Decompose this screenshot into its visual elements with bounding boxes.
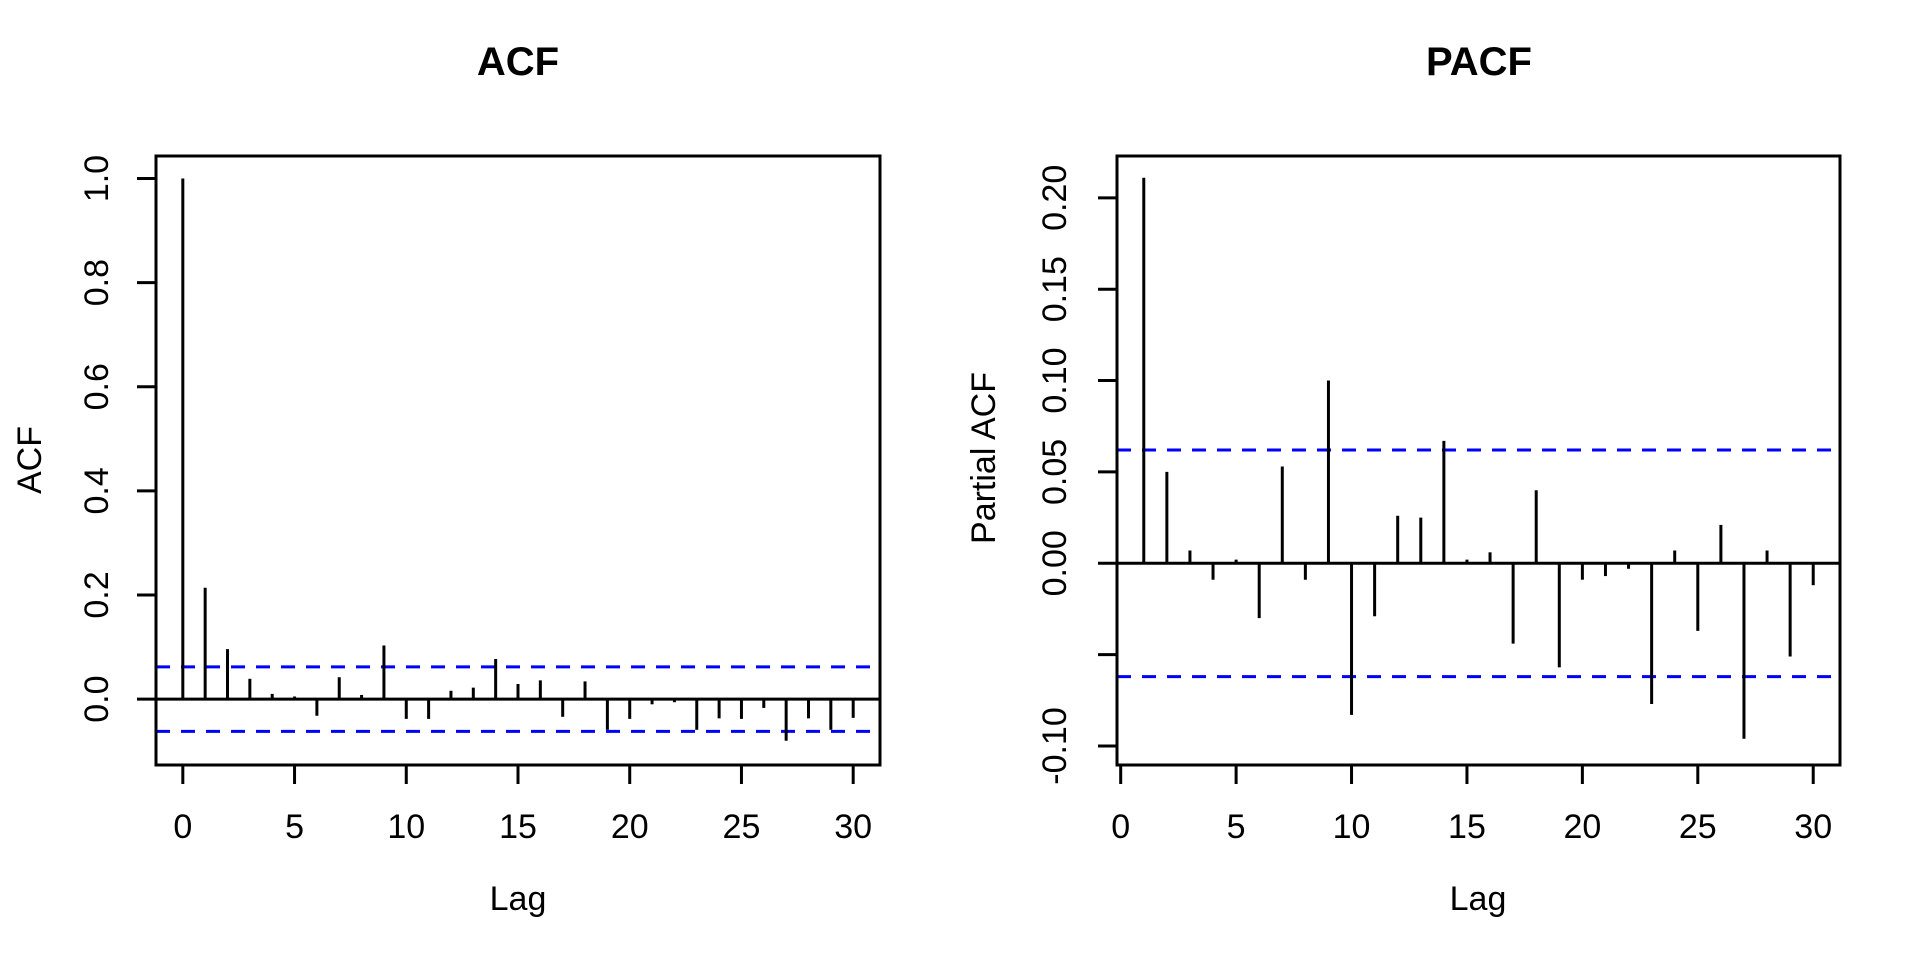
y-tick-label: 0.05	[1036, 439, 1074, 505]
y-tick-label: 0.00	[1036, 530, 1074, 596]
y-tick-label: 0.2	[78, 571, 116, 618]
x-tick-label: 20	[611, 808, 649, 846]
y-tick-label: 1.0	[78, 155, 116, 202]
x-tick-label: 30	[1794, 808, 1832, 846]
y-tick-label: 0.15	[1036, 256, 1074, 322]
x-tick-label: 25	[723, 808, 761, 846]
y-tick-label: 0.0	[78, 675, 116, 722]
acf-x-axis-label: Lag	[489, 880, 547, 918]
x-tick-label: 0	[173, 808, 192, 846]
y-tick-label: 0.10	[1036, 347, 1074, 413]
y-tick-label: 0.20	[1036, 165, 1074, 231]
pacf-x-axis-label: Lag	[1449, 880, 1507, 918]
y-tick-label: 0.6	[78, 363, 116, 410]
y-tick-label: -0.10	[1036, 707, 1074, 785]
acf-title: ACF	[476, 40, 560, 84]
y-tick-label: 0.8	[78, 259, 116, 306]
x-tick-label: 10	[1333, 808, 1371, 846]
x-tick-label: 30	[834, 808, 872, 846]
pacf-title: PACF	[1426, 40, 1532, 84]
x-tick-label: 5	[285, 808, 304, 846]
x-tick-label: 10	[387, 808, 425, 846]
x-tick-label: 15	[499, 808, 537, 846]
x-tick-label: 20	[1563, 808, 1601, 846]
y-tick-label: 0.4	[78, 467, 116, 514]
pacf-y-axis-label: Partial ACF	[965, 372, 1003, 544]
x-tick-label: 15	[1448, 808, 1486, 846]
x-tick-label: 5	[1227, 808, 1246, 846]
x-tick-label: 25	[1679, 808, 1717, 846]
x-tick-label: 0	[1111, 808, 1130, 846]
plot-box	[1115, 154, 1842, 767]
acf-y-axis-label: ACF	[11, 426, 49, 494]
